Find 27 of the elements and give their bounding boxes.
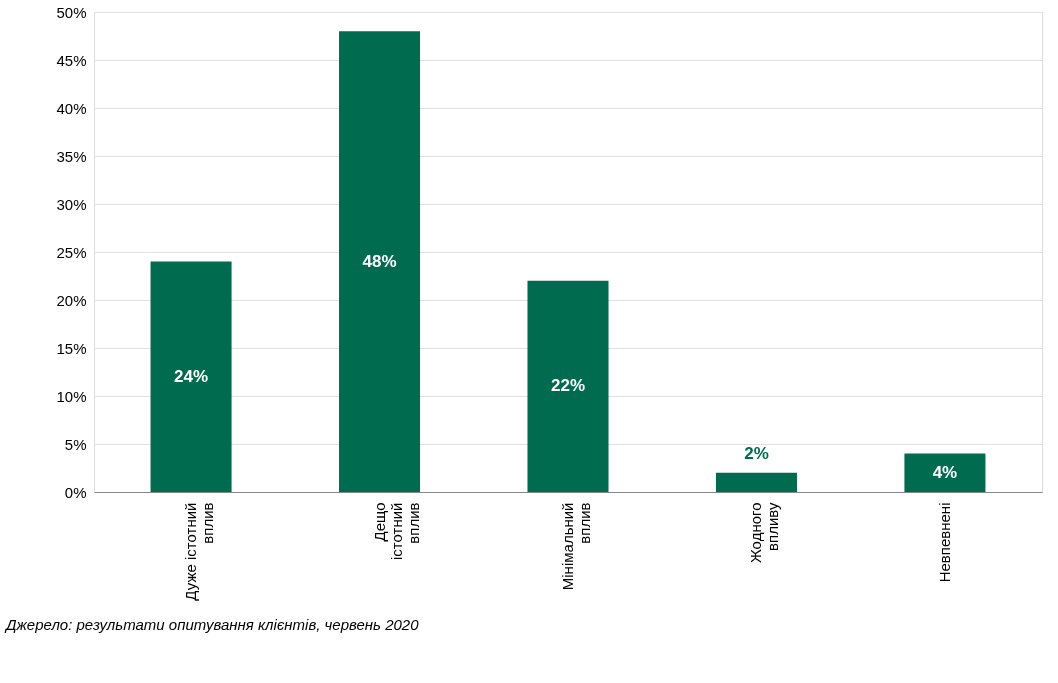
bar <box>150 261 232 492</box>
y-tick-label: 30% <box>56 195 87 213</box>
x-tick-label: Невпевнені <box>935 502 953 583</box>
y-tick-label: 25% <box>56 243 87 261</box>
bar <box>527 280 609 492</box>
x-tick-label: Мінімальний вплив <box>559 502 593 591</box>
data-label: 22% <box>550 376 586 396</box>
y-tick-label: 5% <box>64 435 87 453</box>
y-tick-label: 10% <box>56 387 87 405</box>
y-tick-label: 20% <box>56 291 87 309</box>
data-label: 24% <box>174 366 209 386</box>
data-label: 4% <box>932 462 958 482</box>
y-tick-label: 40% <box>56 99 87 117</box>
y-tick-label: 0% <box>64 483 87 501</box>
y-tick-label: 35% <box>56 147 87 165</box>
data-label: 2% <box>744 443 769 463</box>
y-tick-label: 15% <box>56 339 87 357</box>
data-label: 48% <box>362 251 397 271</box>
x-tick-label: Дещо істотний вплив <box>370 502 422 560</box>
bar <box>339 31 421 492</box>
y-tick-label: 45% <box>56 51 87 69</box>
bar <box>904 453 986 492</box>
text: Джерело: результати опитування клієнтів, червень 2020 <box>3 616 420 634</box>
bar <box>715 472 797 492</box>
y-tick-label: 50% <box>56 3 87 21</box>
x-tick-label: Жодного впливу <box>747 502 782 564</box>
x-tick-label: Дуже істотний вплив <box>182 502 217 601</box>
